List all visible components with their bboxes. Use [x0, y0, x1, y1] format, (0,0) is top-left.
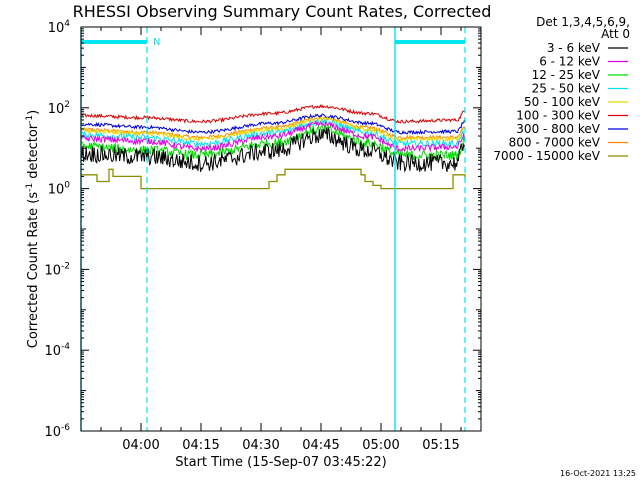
legend-label: 7000 - 15000 keV	[493, 149, 600, 163]
x-tick-label: 05:15	[422, 438, 459, 453]
series-line	[81, 113, 466, 136]
x-tick-label: 04:15	[182, 438, 219, 453]
legend-header-line-2: Att 0	[601, 27, 630, 41]
legend-label: 100 - 300 keV	[516, 109, 600, 123]
y-axis-label: Corrected Count Rate (s-1 detector-1)	[25, 110, 41, 348]
x-axis: 04:00 04:15 04:30 04:45 05:00 05:15	[80, 27, 482, 453]
y-tick-label: 10-6	[44, 423, 70, 440]
series-line	[81, 103, 465, 124]
night-bar	[395, 40, 465, 44]
timestamp-footer: 16-Oct-2021 13:25	[560, 469, 636, 478]
night-bar	[81, 40, 147, 44]
series-line	[81, 126, 466, 173]
y-tick-label: 10-2	[44, 261, 70, 278]
legend-label: 3 - 6 keV	[547, 41, 601, 55]
legend-label: 12 - 25 keV	[532, 68, 601, 82]
series-line	[81, 116, 465, 143]
y-tick-label: 102	[48, 100, 70, 117]
y-tick-label: 100	[48, 181, 71, 198]
legend-header-line-1: Det 1,3,4,5,6,9,	[536, 15, 630, 29]
plot-frame	[80, 26, 482, 432]
y-tick-label: 104	[48, 19, 71, 36]
series-line	[81, 118, 466, 149]
legend-label: 800 - 7000 keV	[509, 136, 601, 150]
x-tick-label: 04:00	[122, 438, 159, 453]
chart-title: RHESSI Observing Summary Count Rates, Co…	[73, 2, 492, 21]
y-axis: 104 102 100 10-2 10-4 10-6	[44, 19, 481, 440]
x-axis-label: Start Time (15-Sep-07 03:45:22)	[175, 455, 386, 470]
legend-label: 6 - 12 keV	[539, 55, 601, 69]
series-line	[81, 120, 466, 154]
x-tick-label: 04:30	[242, 438, 279, 453]
legend-label: 300 - 800 keV	[516, 122, 600, 136]
x-tick-label: 04:45	[302, 438, 339, 453]
legend-label: 50 - 100 keV	[524, 95, 601, 109]
x-tick-label: 05:00	[362, 438, 399, 453]
night-indicators: N	[80, 27, 466, 431]
series-line	[81, 168, 466, 190]
legend-label: 25 - 50 keV	[532, 82, 601, 96]
night-label: N	[153, 37, 160, 48]
y-tick-label: 10-4	[44, 342, 70, 359]
plot-lines	[81, 103, 466, 190]
